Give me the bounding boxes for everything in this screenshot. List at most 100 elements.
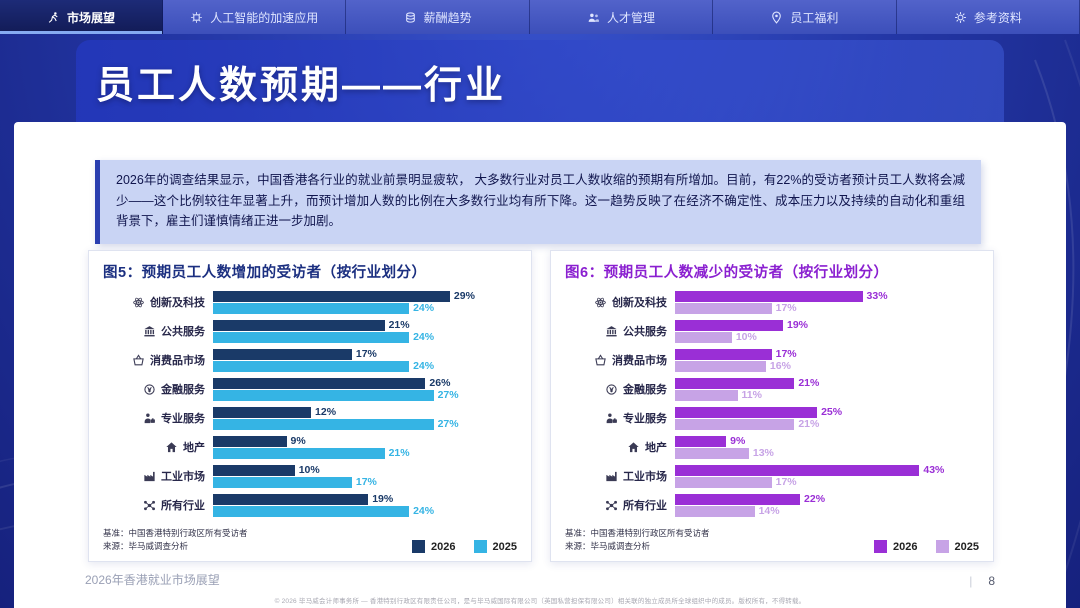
chart-legend: 2026 2025	[412, 540, 517, 553]
category: 金融服务	[565, 381, 675, 397]
bar-2026	[213, 493, 369, 505]
bar-2025	[213, 418, 434, 430]
factory-icon	[605, 470, 618, 483]
legend-item-2025: 2025	[935, 540, 979, 553]
bar-value: 33%	[866, 290, 888, 302]
people-icon	[587, 11, 600, 24]
bar-2026	[213, 319, 385, 331]
page-title: 员工人数预期——行业	[96, 65, 507, 107]
bar-2025	[213, 302, 410, 314]
chart-row: 工业市场 10% 17%	[103, 464, 517, 488]
category-label: 创新及科技	[612, 297, 667, 309]
category-label: 地产	[183, 442, 205, 454]
chart-row: 所有行业 22% 14%	[565, 493, 979, 517]
category-label: 消费品市场	[612, 355, 667, 367]
chart-notes: 基准：中国香港特别行政区所有受访者 来源：毕马威调查分析	[103, 527, 248, 553]
network-icon	[143, 499, 156, 512]
chart-legend: 2026 2025	[874, 540, 979, 553]
factory-icon	[143, 470, 156, 483]
category-label: 所有行业	[623, 500, 667, 512]
house-icon	[165, 441, 178, 454]
chart-title: 图6：预期员工人数减少的受访者（按行业划分）	[565, 265, 889, 281]
chart-source-note: 来源：毕马威调查分析	[565, 540, 651, 551]
bar-value: 21%	[798, 418, 820, 430]
bar-2026	[675, 290, 863, 302]
bar-value: 19%	[786, 319, 808, 331]
category: 公共服务	[565, 323, 675, 339]
network-icon	[605, 499, 618, 512]
bar-value: 24%	[413, 505, 435, 517]
bar-value: 9%	[730, 435, 746, 447]
chart-row: 地产 9% 21%	[103, 435, 517, 459]
chart-base-note: 基准：中国香港特别行政区所有受访者	[565, 527, 710, 538]
chart-title: 图5：预期员工人数增加的受访者（按行业划分）	[103, 265, 427, 281]
bar-value: 17%	[775, 302, 797, 314]
chart-panel-decrease: 图6：预期员工人数减少的受访者（按行业划分） 创新及科技 33% 17% 公共服务 19…	[550, 250, 994, 562]
bar-value: 24%	[413, 360, 435, 372]
chart-row: 地产 9% 13%	[565, 435, 979, 459]
bar-2026	[213, 377, 426, 389]
chart-panel-footer: 基准：中国香港特别行政区所有受访者 来源：毕马威调查分析 2026 2025	[103, 527, 517, 553]
tab-label: 人工智能的加速应用	[210, 10, 319, 25]
money-icon	[605, 383, 618, 396]
category-label: 公共服务	[623, 326, 667, 338]
tab-reference-materials[interactable]: 参考资料	[896, 0, 1080, 34]
bar-value: 29%	[453, 290, 475, 302]
legend-swatch	[935, 540, 949, 553]
chart-row: 所有行业 19% 24%	[103, 493, 517, 517]
gear-icon	[954, 11, 967, 24]
bar-value: 17%	[355, 476, 377, 488]
bar-2026	[675, 348, 772, 360]
bar-2026	[213, 348, 352, 360]
chart-row: 公共服务 21% 24%	[103, 319, 517, 343]
bar-2026	[213, 406, 312, 418]
category-label: 所有行业	[161, 500, 205, 512]
chart-row: 专业服务 25% 21%	[565, 406, 979, 430]
location-pin-icon	[770, 11, 783, 24]
tab-label: 员工福利	[790, 10, 839, 25]
bar-value: 24%	[413, 302, 435, 314]
bar-value: 26%	[429, 377, 451, 389]
bar-value: 17%	[775, 476, 797, 488]
chart-row: 创新及科技 29% 24%	[103, 290, 517, 314]
category: 公共服务	[103, 323, 213, 339]
bar-2025	[213, 331, 410, 343]
bar-value: 14%	[758, 505, 780, 517]
tab-employee-benefits[interactable]: 员工福利	[713, 0, 897, 34]
category: 消费品市场	[565, 352, 675, 368]
category-label: 金融服务	[623, 384, 667, 396]
chart-rows: 创新及科技 29% 24% 公共服务 21% 24% 消费品市场 17% 24% 金融服务 26% 2…	[89, 288, 531, 517]
legend-swatch	[473, 540, 487, 553]
pager: | 8	[969, 574, 995, 588]
chart-row: 金融服务 26% 27%	[103, 377, 517, 401]
legend-item-2025: 2025	[473, 540, 517, 553]
chart-row: 工业市场 43% 17%	[565, 464, 979, 488]
professional-icon	[605, 412, 618, 425]
bar-2025	[213, 360, 410, 372]
bar-2026	[675, 319, 783, 331]
bar-2026	[213, 290, 450, 302]
professional-icon	[143, 412, 156, 425]
coins-icon	[404, 11, 417, 24]
category: 所有行业	[103, 497, 213, 513]
category: 创新及科技	[103, 294, 213, 310]
bar-2025	[675, 447, 749, 459]
basket-icon	[594, 353, 607, 367]
category: 地产	[565, 439, 675, 455]
chart-row: 消费品市场 17% 16%	[565, 348, 979, 372]
bar-2025	[675, 505, 755, 517]
tab-ai-application[interactable]: 人工智能的加速应用	[163, 0, 347, 34]
bar-2026	[213, 464, 295, 476]
bar-2026	[213, 435, 287, 447]
bar-value: 27%	[437, 418, 459, 430]
chart-panel-footer: 基准：中国香港特别行政区所有受访者 来源：毕马威调查分析 2026 2025	[565, 527, 979, 553]
bar-2025	[675, 476, 772, 488]
bar-2025	[675, 360, 766, 372]
bar-value: 21%	[388, 319, 410, 331]
bar-value: 12%	[315, 406, 337, 418]
page-number: 8	[988, 574, 995, 588]
title-band	[76, 40, 1004, 122]
tab-market-outlook[interactable]: 市场展望	[0, 0, 163, 34]
tab-talent-management[interactable]: 人才管理	[529, 0, 714, 34]
tab-salary-trends[interactable]: 薪酬趋势	[346, 0, 530, 34]
